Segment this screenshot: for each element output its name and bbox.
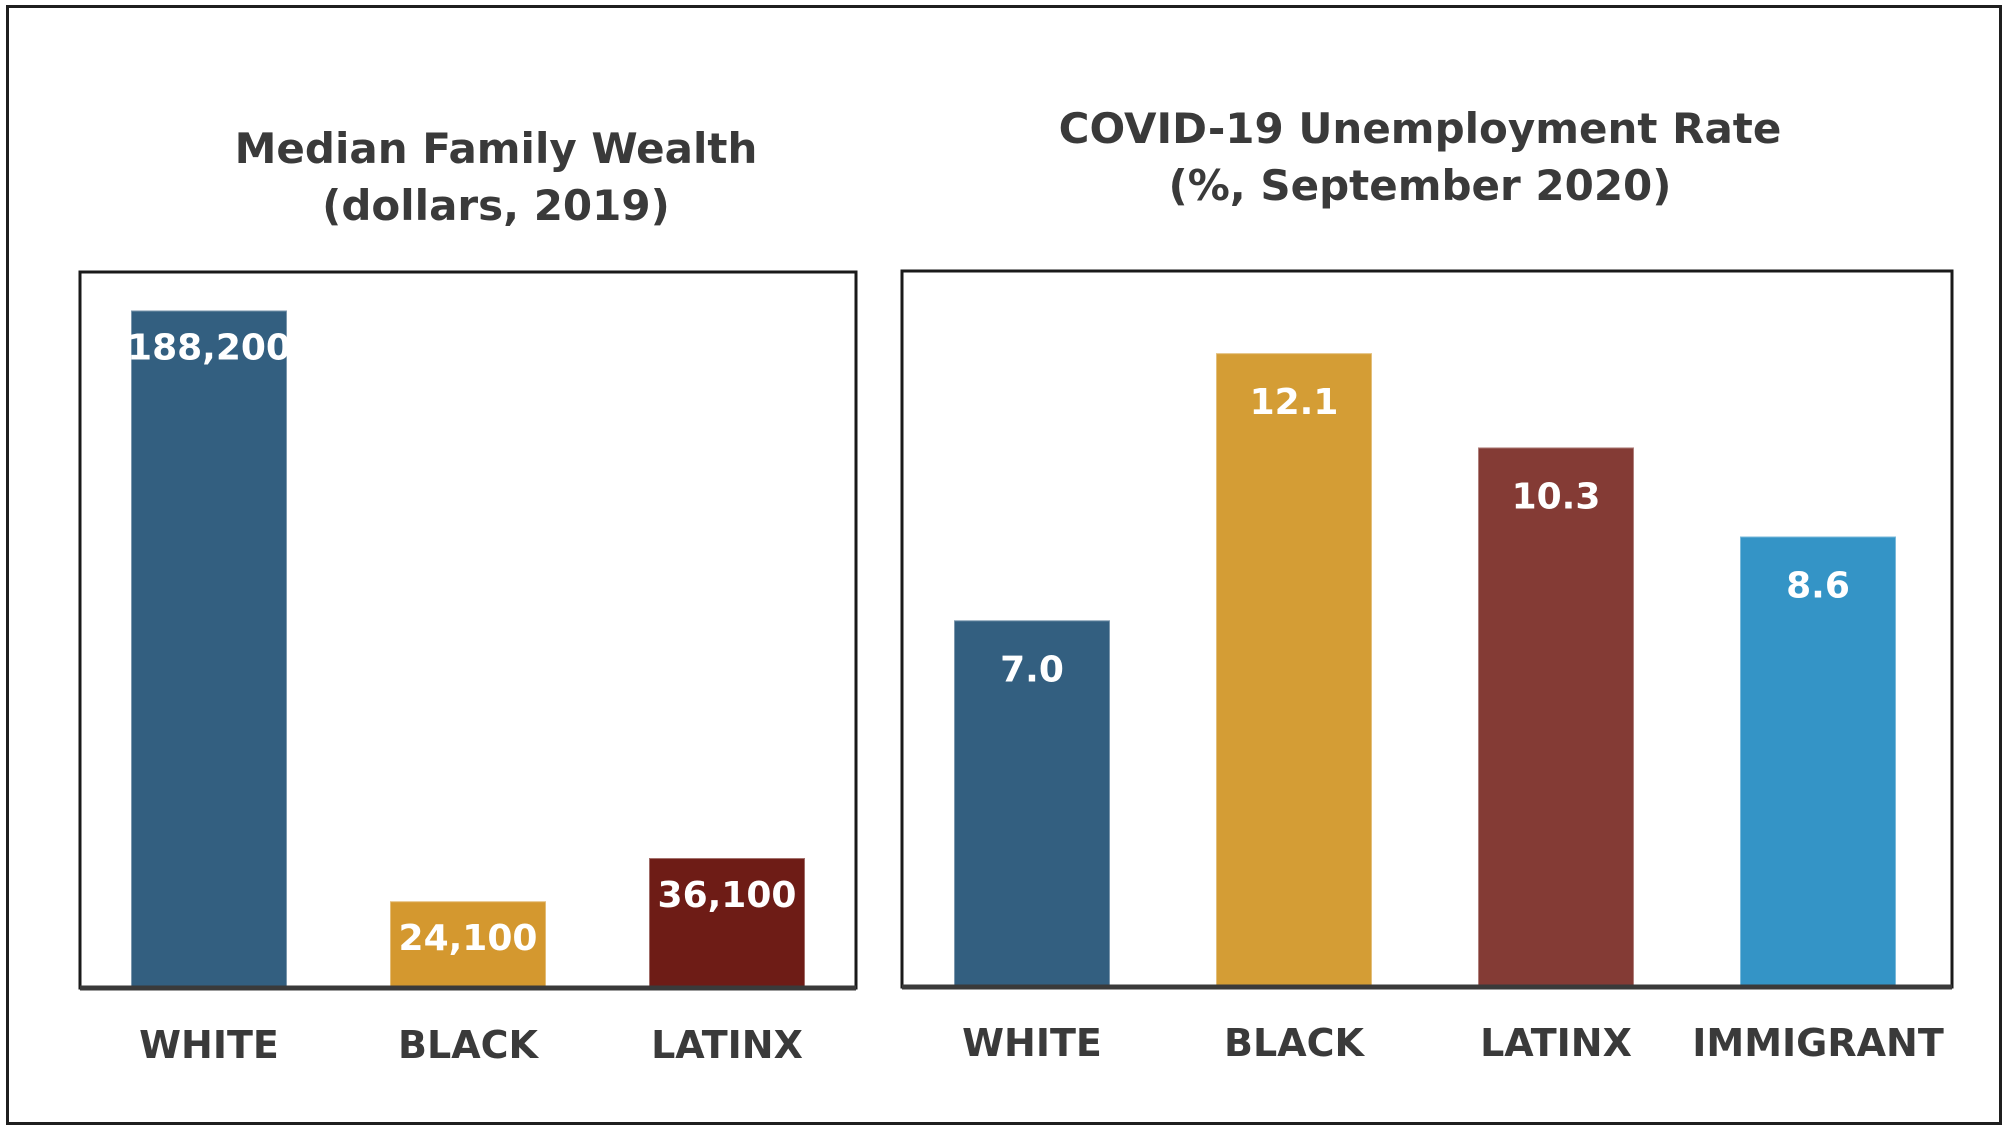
unemployment-chart: COVID-19 Unemployment Rate (%, September… <box>900 104 1954 1065</box>
value-label-black: 24,100 <box>399 918 538 959</box>
value-label-latinx: 36,100 <box>658 875 797 916</box>
value-label-black: 12.1 <box>1250 382 1339 423</box>
value-label-white: 188,200 <box>127 327 291 368</box>
bar-white <box>953 619 1111 988</box>
wealth-bars: 188,200 WHITE 24,100 BLACK 36,100 LATINX <box>127 309 806 1067</box>
value-label-latinx: 10.3 <box>1512 476 1601 517</box>
bar-white <box>130 309 288 990</box>
category-label-latinx: LATINX <box>651 1023 803 1067</box>
wealth-chart: Median Family Wealth (dollars, 2019) 188… <box>78 124 858 1067</box>
category-label-black: BLACK <box>1224 1021 1365 1065</box>
category-label-latinx: LATINX <box>1480 1021 1632 1065</box>
category-label-black: BLACK <box>398 1023 539 1067</box>
category-label-white: WHITE <box>962 1021 1102 1065</box>
unemployment-chart-subtitle: (%, September 2020) <box>1169 161 1672 210</box>
wealth-chart-subtitle: (dollars, 2019) <box>322 181 670 230</box>
bar-immigrant <box>1739 535 1897 988</box>
category-label-immigrant: IMMIGRANT <box>1692 1021 1944 1065</box>
unemployment-bars: 7.0 WHITE 12.1 BLACK 10.3 LATINX 8.6 IMMIGRANT <box>953 352 1944 1065</box>
wealth-chart-title: Median Family Wealth <box>235 124 758 173</box>
bar-black <box>389 900 547 989</box>
unemployment-chart-title: COVID-19 Unemployment Rate <box>1059 104 1782 153</box>
value-label-immigrant: 8.6 <box>1786 565 1850 606</box>
category-label-white: WHITE <box>139 1023 279 1067</box>
bar-latinx <box>1477 446 1635 988</box>
bar-black <box>1215 352 1373 988</box>
bar-latinx <box>648 857 806 989</box>
value-label-white: 7.0 <box>1000 649 1064 690</box>
